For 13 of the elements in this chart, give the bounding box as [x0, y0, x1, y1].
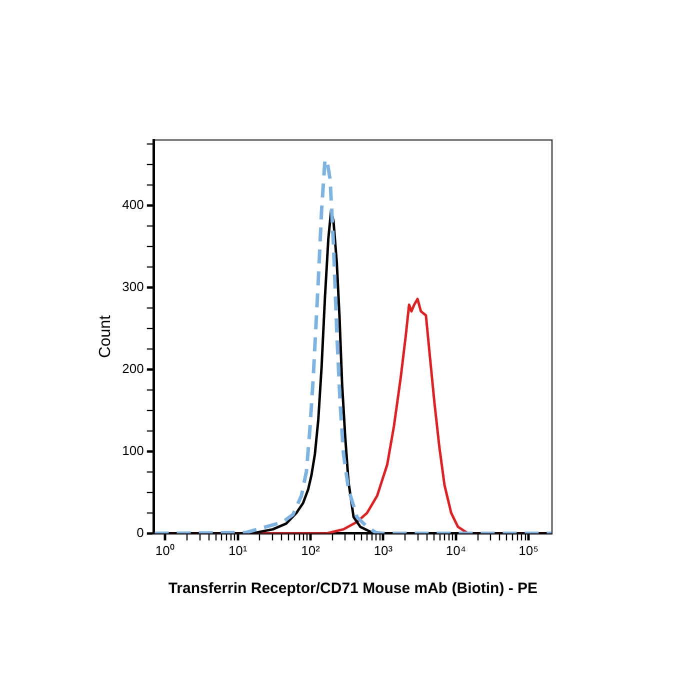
- y-tick-label: 100: [122, 443, 144, 458]
- x-tick-label: 10⁴: [446, 542, 466, 558]
- x-axis-title: Transferrin Receptor/CD71 Mouse mAb (Biotin) - PE: [168, 580, 538, 598]
- x-tick-label: 10¹: [228, 542, 248, 558]
- x-tick-label: 10²: [301, 542, 321, 558]
- x-tick-label: 10³: [374, 542, 394, 558]
- y-tick-label: 0: [136, 524, 144, 540]
- y-tick-label: 300: [122, 279, 144, 294]
- x-tick-label: 10⁰: [155, 542, 175, 558]
- y-tick-label: 400: [122, 197, 144, 212]
- y-axis-title: Count: [97, 314, 114, 358]
- x-tick-label: 10⁵: [518, 542, 539, 558]
- y-tick-label: 200: [122, 361, 144, 376]
